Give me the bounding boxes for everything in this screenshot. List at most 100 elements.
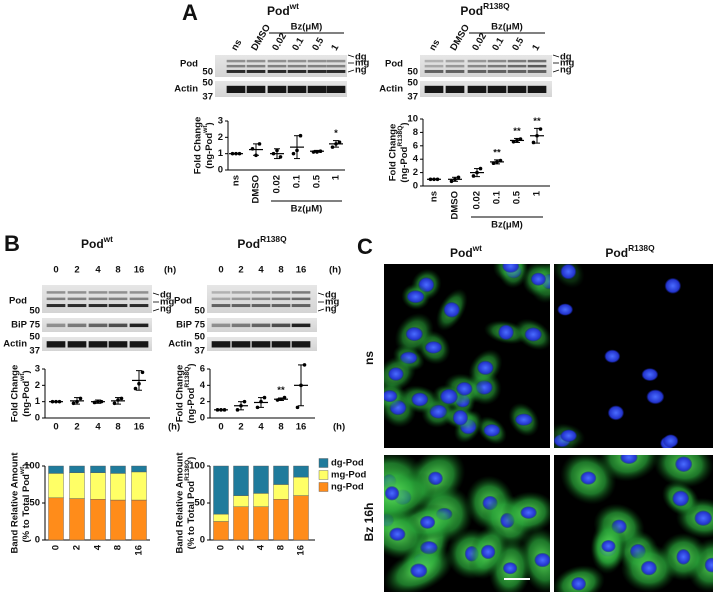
lane-label: 0 <box>218 265 223 276</box>
nucleus <box>530 272 546 286</box>
y-tick-label: 6 <box>413 140 418 151</box>
row-label: Pod <box>9 296 27 307</box>
x-tick-label: 0.1 <box>492 190 503 204</box>
band <box>467 85 487 93</box>
y-axis-label: (ng-PodR138Q) <box>184 363 196 423</box>
band <box>88 304 108 308</box>
y-tick-label: 100 <box>189 461 205 472</box>
text-part: (% to Total Pod <box>186 481 197 550</box>
band <box>445 69 465 73</box>
band <box>507 64 527 68</box>
band <box>487 59 507 63</box>
lane-label: 0 <box>53 265 58 276</box>
mw-label: 37 <box>202 92 213 103</box>
nucleus <box>388 367 404 381</box>
band <box>507 59 527 63</box>
data-point <box>242 399 247 404</box>
significance-mark: * <box>334 128 338 139</box>
band-label: dg <box>160 290 172 301</box>
band <box>287 59 307 63</box>
blot <box>42 285 152 313</box>
x-tick-label: 2 <box>74 422 79 433</box>
band <box>326 64 346 68</box>
lane-label: 1 <box>530 42 543 53</box>
x-tick-label: ns <box>429 191 440 202</box>
band-label: dg <box>355 52 367 63</box>
band <box>108 304 128 308</box>
band <box>67 297 87 301</box>
data-point <box>471 174 476 178</box>
lane-label: 4 <box>258 265 264 276</box>
x-tick-label: 8 <box>113 545 124 550</box>
band <box>527 64 547 68</box>
y-tick-label: 2 <box>413 167 418 178</box>
lane-label: ns <box>427 38 442 53</box>
nucleus <box>675 456 693 472</box>
band <box>67 341 87 348</box>
band <box>67 291 87 294</box>
data-point <box>257 142 262 146</box>
band <box>307 59 327 63</box>
bar-segment <box>131 465 147 473</box>
x-tick-label: 0.5 <box>512 190 523 204</box>
y-tick-label: 3 <box>35 364 40 375</box>
band <box>271 341 291 348</box>
row-title: ns <box>362 351 376 365</box>
band <box>445 85 465 93</box>
data-point <box>302 363 307 367</box>
text-part: ) <box>21 464 32 467</box>
x-tick-label: 2 <box>72 545 83 550</box>
band <box>226 64 246 68</box>
band <box>527 85 547 93</box>
nucleus <box>411 392 429 407</box>
bar-segment <box>131 471 147 501</box>
column-title: PodR138Q <box>605 243 655 260</box>
mw-label: 50 <box>202 78 213 89</box>
y-tick-label: 2 <box>200 396 205 407</box>
y-axis-label: Band Relative Amount <box>10 452 21 554</box>
row-label: Actin <box>168 339 192 350</box>
band <box>467 69 487 73</box>
lane-label: 0.5 <box>310 35 326 53</box>
bar-segment <box>293 495 309 541</box>
data-point <box>456 175 461 180</box>
nucleus <box>520 506 537 519</box>
band-label: mg <box>355 58 369 69</box>
x-tick-label: 0 <box>53 422 58 433</box>
lane-label: DMSO <box>249 23 273 53</box>
mw-label: 50 <box>194 306 205 317</box>
nucleus <box>640 560 657 576</box>
blot-title: Podwt <box>81 234 113 251</box>
nucleus <box>405 326 423 342</box>
band-label: mg <box>325 297 339 308</box>
band <box>67 304 87 308</box>
data-point <box>235 408 240 412</box>
text-part: (ng-Pod <box>399 146 410 182</box>
y-axis-label: Fold Change <box>10 365 21 423</box>
x-tick-label: 16 <box>134 545 145 556</box>
band <box>326 69 346 73</box>
y-tick-label: 50 <box>29 498 40 509</box>
band-label: ng <box>560 65 572 76</box>
bar-segment <box>213 465 229 515</box>
text-part: Pod <box>267 4 290 18</box>
y-tick-label: 2 <box>218 132 223 143</box>
band <box>271 304 291 308</box>
text-part: ) <box>186 457 197 460</box>
lane-label: 0.1 <box>290 35 306 53</box>
band <box>251 291 271 294</box>
nucleus <box>477 360 494 375</box>
text-part: Pod <box>605 246 628 260</box>
blot-title: PodR138Q <box>460 1 510 18</box>
panel-label: B <box>4 231 20 256</box>
text-part: (ng-Pod <box>204 133 215 169</box>
x-tick-label: 1 <box>532 190 543 196</box>
mw-label: 37 <box>194 346 205 357</box>
band <box>251 323 271 328</box>
lane-label: 4 <box>95 265 101 276</box>
x-tick-label: DMSO <box>251 175 262 204</box>
text-part: ) <box>186 363 197 366</box>
bar-segment <box>213 521 229 541</box>
nucleus <box>406 290 425 304</box>
band <box>108 341 128 348</box>
